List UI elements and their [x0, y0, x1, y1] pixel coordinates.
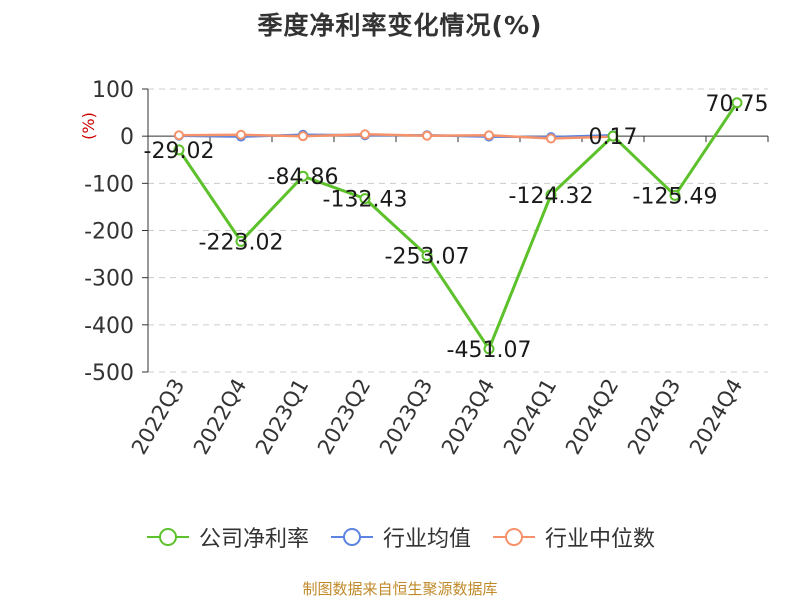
- x-tick-label: 2024Q3: [623, 375, 685, 459]
- data-label: -223.02: [199, 230, 284, 255]
- data-point: [546, 133, 556, 144]
- y-tick-label: -500: [84, 361, 134, 386]
- x-tick-label: 2024Q1: [499, 375, 561, 459]
- y-tick-label: -300: [84, 267, 134, 292]
- series-line: [178, 133, 614, 140]
- data-label: 70.75: [706, 92, 769, 117]
- data-point: [421, 250, 433, 262]
- legend: 公司净利率 行业均值 行业中位数: [0, 520, 800, 554]
- legend-label-industry-mean: 行业均值: [382, 527, 471, 552]
- legend-item-industry-median[interactable]: 行业中位数: [491, 521, 655, 553]
- data-point: [236, 129, 246, 140]
- legend-marker-industry-mean: [330, 528, 373, 546]
- x-tick-label: 2022Q4: [189, 375, 251, 459]
- legend-marker-company: [146, 528, 189, 546]
- series-line: [177, 101, 739, 353]
- data-label: -124.32: [509, 184, 594, 209]
- data-label: -29.02: [144, 139, 215, 164]
- data-point: [731, 97, 743, 109]
- x-tick-label: 2023Q3: [375, 375, 437, 459]
- data-point: [173, 144, 185, 156]
- data-point: [174, 130, 184, 141]
- data-label: -132.43: [323, 188, 408, 213]
- y-tick-label: 100: [92, 78, 134, 103]
- data-label: 0.17: [589, 125, 638, 150]
- x-tick-label: 2023Q4: [437, 375, 499, 459]
- legend-label-company: 公司净利率: [198, 527, 309, 552]
- data-label: -125.49: [633, 184, 718, 209]
- y-tick-label: -100: [84, 172, 134, 197]
- legend-label-industry-median: 行业中位数: [545, 527, 656, 552]
- source-note: 制图数据来自恒生聚源数据库: [302, 580, 498, 598]
- legend-item-industry-mean[interactable]: 行业均值: [329, 521, 471, 553]
- x-tick-label: 2022Q3: [127, 375, 189, 459]
- data-label: -451.07: [447, 338, 532, 363]
- data-point: [360, 129, 370, 140]
- data-point: [297, 170, 309, 182]
- legend-item-company[interactable]: 公司净利率: [145, 521, 309, 553]
- chart-title: 季度净利率变化情况(%): [257, 11, 543, 40]
- y-tick-label: -400: [84, 314, 134, 339]
- data-point: [669, 189, 681, 201]
- data-label: -253.07: [385, 245, 470, 270]
- x-tick-label: 2024Q2: [561, 375, 623, 459]
- data-point: [483, 343, 495, 355]
- x-tick-label: 2023Q1: [251, 375, 313, 459]
- y-axis-label: (%): [79, 112, 98, 140]
- data-point: [359, 193, 371, 205]
- data-point: [298, 131, 308, 142]
- data-point: [545, 189, 557, 201]
- data-label: -84.86: [268, 165, 339, 190]
- data-point: [235, 235, 247, 247]
- x-tick-label: 2024Q4: [685, 375, 747, 459]
- legend-marker-industry-median: [493, 528, 535, 546]
- y-tick-label: -200: [84, 220, 134, 245]
- x-tick-label: 2023Q2: [313, 375, 375, 459]
- data-point: [484, 130, 494, 141]
- data-point: [422, 130, 432, 141]
- y-tick-label: 0: [120, 125, 134, 150]
- data-point: [607, 130, 619, 142]
